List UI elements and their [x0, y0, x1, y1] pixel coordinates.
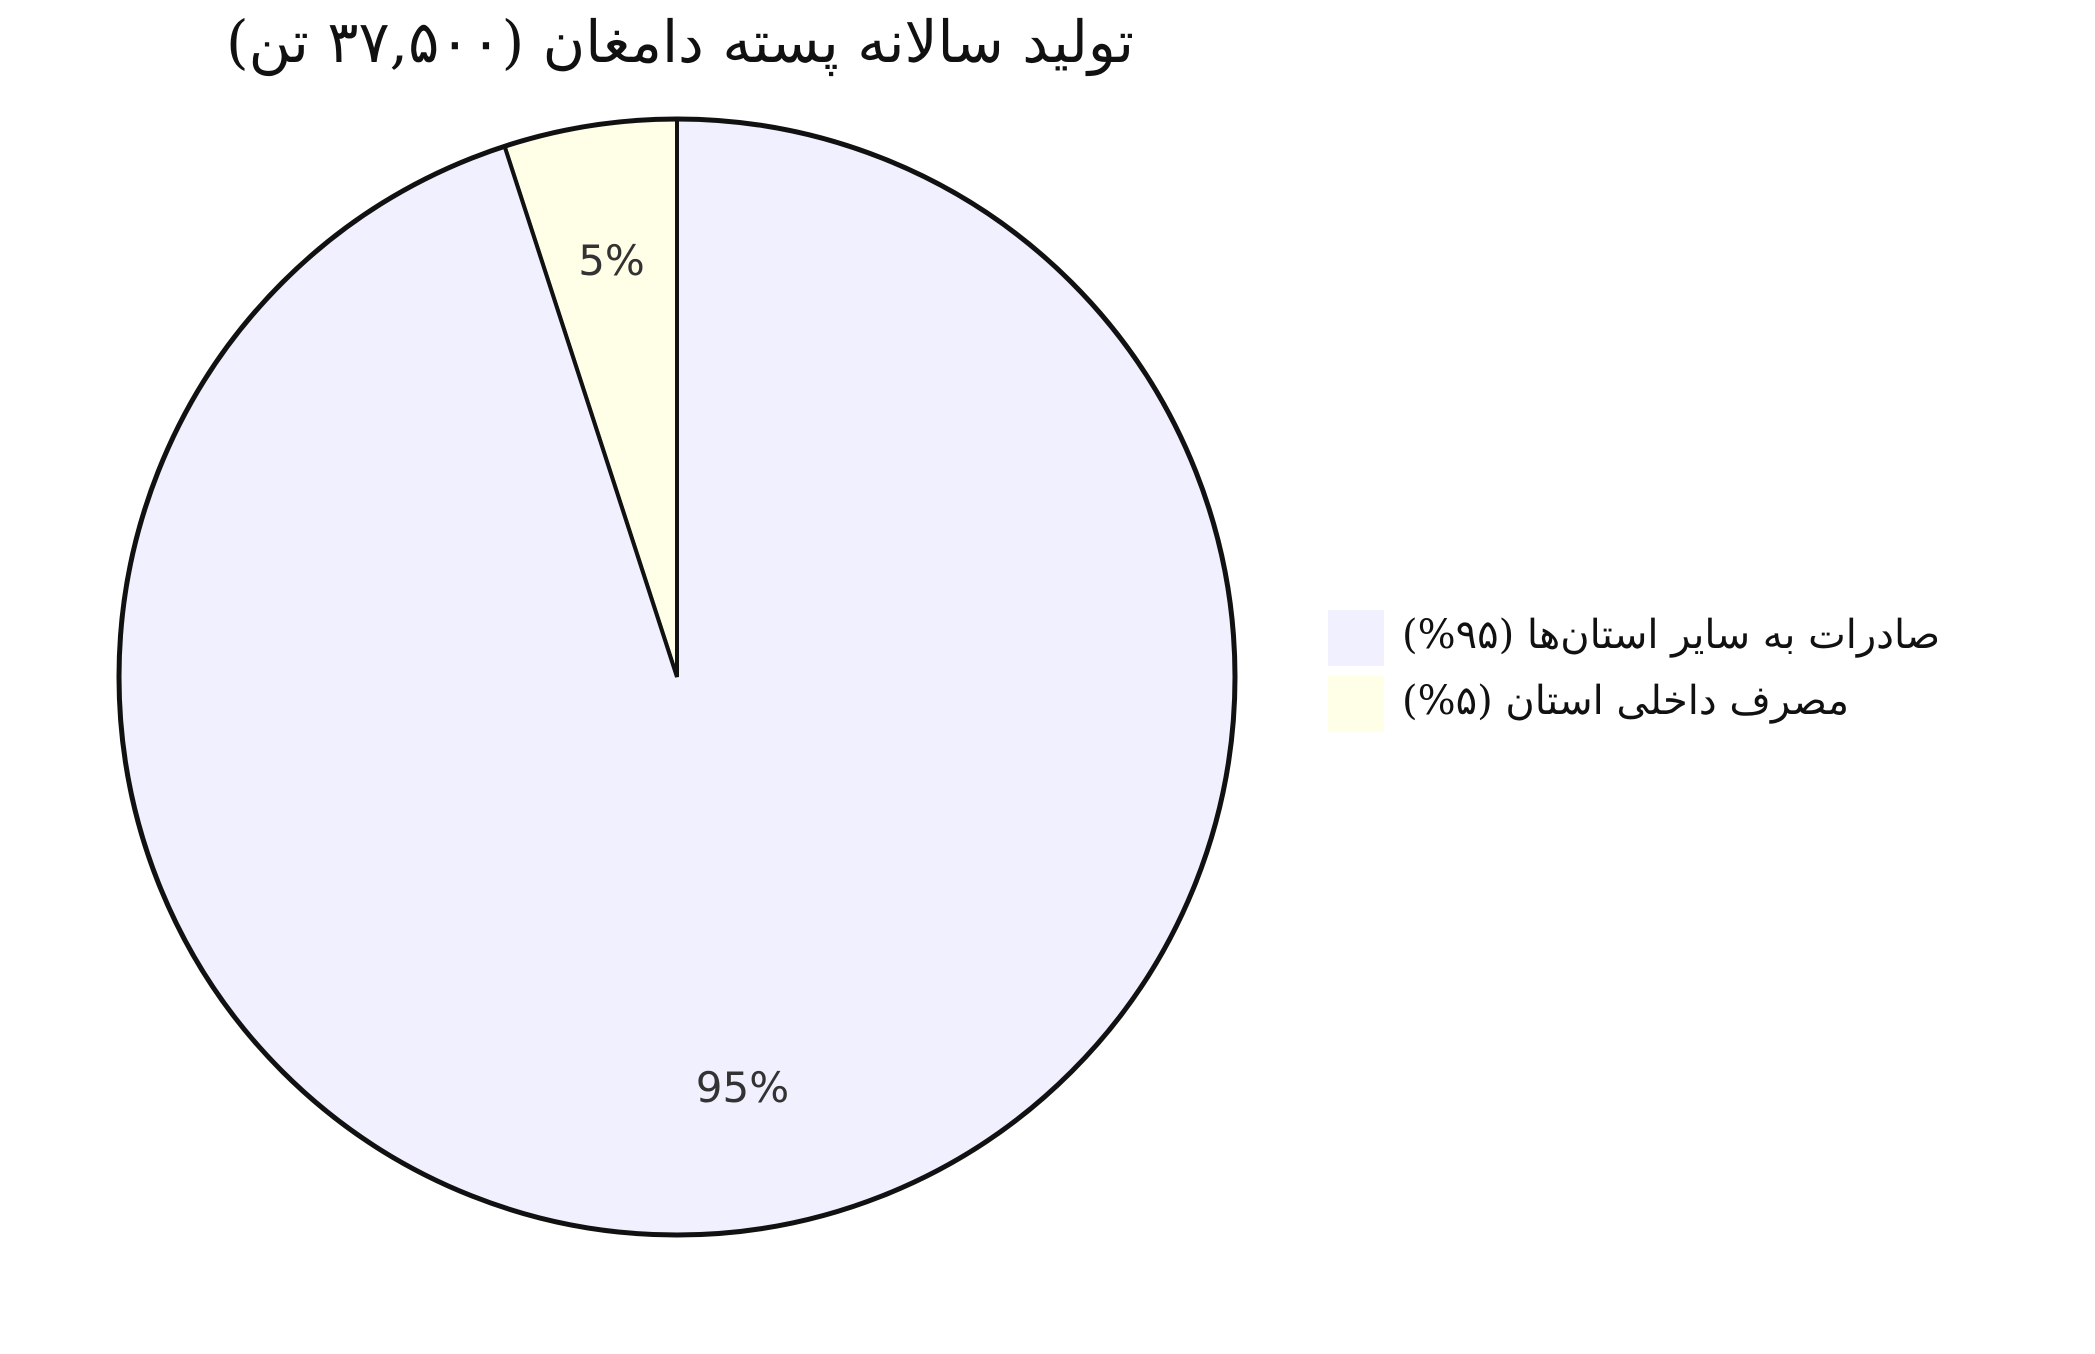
- legend-label-2: مصرف داخلی استان (۵%): [1402, 678, 1849, 724]
- slice-label-2: 5%: [578, 236, 645, 285]
- slice-label-1: 95%: [696, 1063, 789, 1112]
- legend-swatch-2: [1328, 676, 1384, 732]
- legend-label-1: صادرات به سایر استان‌ها (۹۵%): [1402, 612, 1940, 658]
- slice-labels: 5% 95%: [578, 236, 789, 1112]
- legend-swatch-1: [1328, 610, 1384, 666]
- pie-slice-1: [117, 116, 1237, 1237]
- chart-title: تولید سالانه پسته دامغان (۳۷,۵۰۰ تن): [226, 8, 1134, 77]
- pie-outline: [116, 116, 1238, 1238]
- legend: صادرات به سایر استان‌ها (۹۵%) مصرف داخلی …: [1328, 610, 1940, 732]
- pie-slices: [117, 116, 1237, 1237]
